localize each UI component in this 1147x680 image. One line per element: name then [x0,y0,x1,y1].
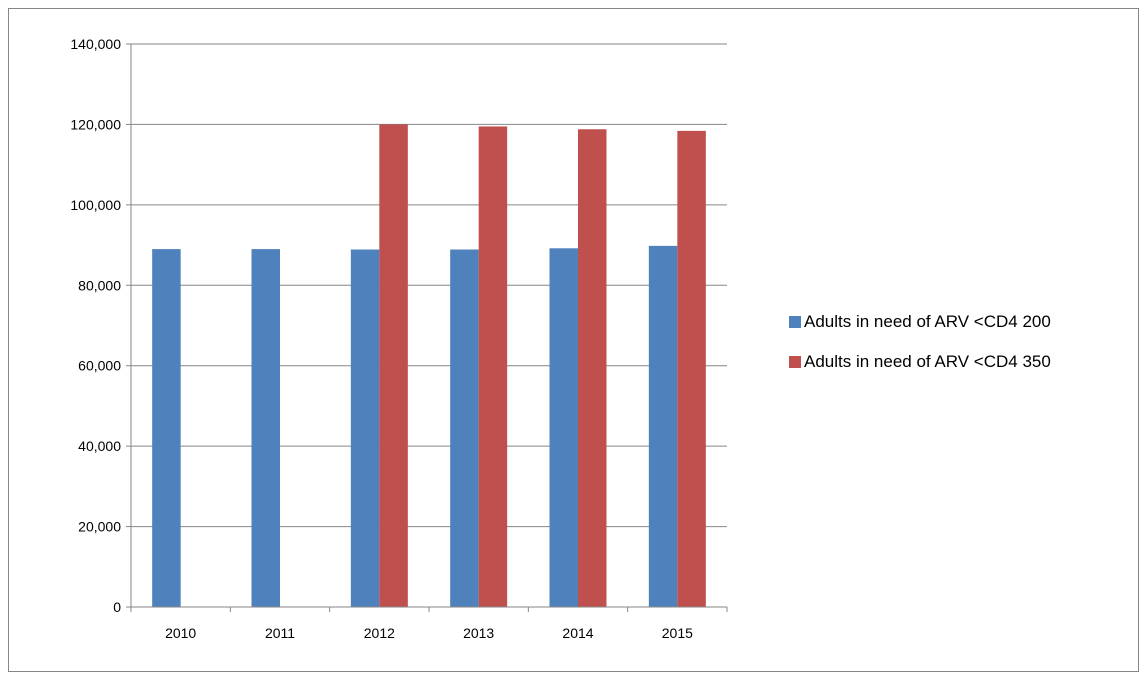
chart-frame: 0 20,000 40,000 60,000 80,000 100,000 120,000 1… [8,8,1139,672]
bar-chart: 0 20,000 40,000 60,000 80,000 100,000 120,000 1… [70,36,728,641]
gridlines [131,43,727,528]
y-tick-label-0: 0 [113,599,121,615]
legend-swatch-cd4-350 [789,356,801,368]
x-tick-label-2014: 2014 [562,625,593,641]
bar-cd4-200-2011 [251,249,280,608]
bar-cd4-350-2012 [379,124,408,607]
x-tick-label-2011: 2011 [265,625,295,641]
legend-swatch-cd4-200 [789,316,801,328]
legend-label-cd4-200: Adults in need of ARV <CD4 200 [804,312,1051,331]
bar-cd4-200-2015 [648,245,678,607]
tick-labels: 0 20,000 40,000 60,000 80,000 100,000 120,000 1… [70,36,693,641]
legend: Adults in need of ARV <CD4 200 Adults in… [789,311,1051,391]
y-tick-label-60000: 60,000 [78,358,121,374]
y-tick-label-100000: 100,000 [70,197,121,213]
bar-cd4-350-2015 [677,130,706,607]
legend-item-cd4-200: Adults in need of ARV <CD4 200 [789,311,1051,333]
bars [152,124,706,608]
y-tick-label-120000: 120,000 [70,116,121,132]
bar-cd4-200-2010 [152,249,181,608]
legend-label-cd4-350: Adults in need of ARV <CD4 350 [804,352,1051,371]
x-tick-label-2010: 2010 [165,625,196,641]
y-tick-label-80000: 80,000 [78,277,121,293]
bar-cd4-200-2014 [549,248,578,607]
y-tick-label-40000: 40,000 [78,438,121,454]
x-tick-label-2015: 2015 [662,625,693,641]
x-tick-label-2012: 2012 [364,625,395,641]
bar-cd4-350-2013 [478,126,508,608]
bar-cd4-350-2014 [578,129,607,608]
bar-cd4-200-2013 [450,249,479,607]
y-tick-label-20000: 20,000 [78,519,121,535]
legend-item-cd4-350: Adults in need of ARV <CD4 350 [789,351,1051,373]
x-tick-label-2013: 2013 [463,625,494,641]
y-tick-label-140000: 140,000 [70,36,121,52]
bar-cd4-200-2012 [350,249,380,607]
axes [126,43,728,612]
